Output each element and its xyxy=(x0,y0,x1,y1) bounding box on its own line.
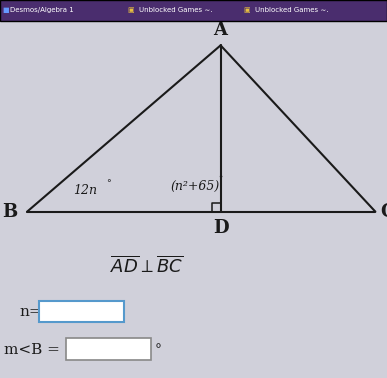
FancyBboxPatch shape xyxy=(39,301,124,322)
Text: C: C xyxy=(380,203,387,221)
Text: ■: ■ xyxy=(2,8,9,13)
Text: °: ° xyxy=(155,342,162,357)
Text: ▣: ▣ xyxy=(128,8,134,13)
Text: °: ° xyxy=(106,179,111,188)
Text: 12n: 12n xyxy=(74,184,98,197)
FancyBboxPatch shape xyxy=(66,338,151,360)
Text: °: ° xyxy=(219,175,223,183)
FancyBboxPatch shape xyxy=(0,0,387,21)
Text: ▣: ▣ xyxy=(244,8,250,13)
Text: n=: n= xyxy=(19,305,42,319)
Text: D: D xyxy=(213,219,228,237)
Text: Desmos/Algebra 1: Desmos/Algebra 1 xyxy=(10,8,74,13)
Text: A: A xyxy=(214,21,228,39)
Text: B: B xyxy=(2,203,17,221)
Text: (n²+65): (n²+65) xyxy=(170,180,219,193)
Text: m<B =: m<B = xyxy=(4,342,60,357)
Text: Unblocked Games ∼.: Unblocked Games ∼. xyxy=(139,8,213,13)
Text: Unblocked Games ∼.: Unblocked Games ∼. xyxy=(255,8,329,13)
Text: $\overline{AD} \perp \overline{BC}$: $\overline{AD} \perp \overline{BC}$ xyxy=(110,256,184,277)
